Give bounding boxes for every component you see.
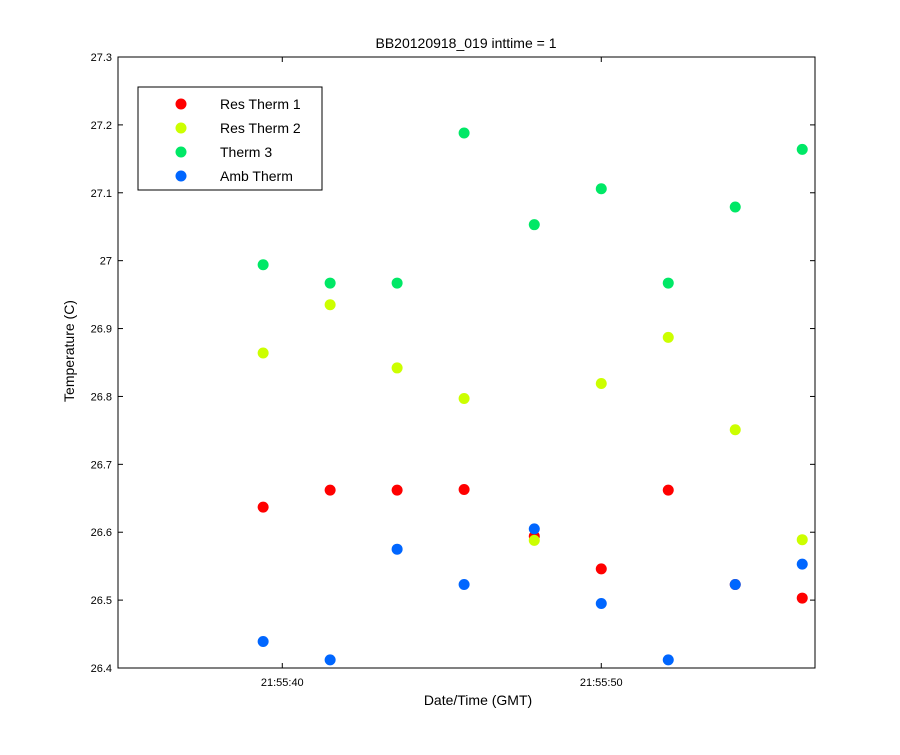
- y-tick-label: 27.3: [91, 52, 112, 64]
- plot-content: [257, 127, 808, 666]
- y-tick-label: 26.9: [91, 324, 112, 336]
- data-point: [257, 636, 269, 648]
- data-point: [324, 277, 336, 289]
- y-axis-ticks: 26.4 26.5 26.6 26.7 26.8 26.9 27 27.1 27.2 27.3: [91, 52, 815, 675]
- data-point: [391, 484, 403, 496]
- series-therm-3: [257, 127, 808, 289]
- data-point: [796, 592, 808, 604]
- data-point: [796, 534, 808, 546]
- y-tick-label: 26.5: [91, 595, 112, 607]
- plot-frame: [117, 56, 816, 669]
- legend-marker: [175, 146, 187, 158]
- data-point: [257, 347, 269, 359]
- chart-title: BB20120918_019 inttime = 1: [376, 35, 557, 51]
- data-point: [662, 484, 674, 496]
- legend-box: [137, 86, 323, 191]
- data-point: [391, 362, 403, 374]
- legend-label: Res Therm 2: [220, 120, 301, 136]
- data-point: [595, 598, 607, 610]
- x-axis-ticks: 21:55:40 21:55:50: [261, 57, 623, 689]
- data-point: [595, 183, 607, 195]
- data-point: [528, 534, 540, 546]
- legend-marker: [175, 122, 187, 134]
- series-amb-therm: [257, 523, 808, 666]
- x-tick-label: 21:55:40: [261, 677, 304, 689]
- data-point: [729, 201, 741, 213]
- data-point: [796, 558, 808, 570]
- x-tick-label: 21:55:50: [580, 677, 623, 689]
- data-point: [595, 378, 607, 390]
- y-tick-label: 26.7: [91, 459, 112, 471]
- data-point: [729, 424, 741, 436]
- x-axis-label: Date/Time (GMT): [424, 692, 532, 708]
- data-point: [391, 543, 403, 555]
- y-tick-label: 27.1: [91, 188, 112, 200]
- legend: Res Therm 1 Res Therm 2 Therm 3 Amb Therm: [137, 86, 323, 191]
- data-point: [257, 259, 269, 271]
- data-point: [528, 219, 540, 231]
- legend-label: Amb Therm: [220, 168, 293, 184]
- y-tick-label: 26.6: [91, 527, 112, 539]
- data-point: [391, 277, 403, 289]
- legend-marker: [175, 170, 187, 182]
- y-tick-label: 27: [100, 256, 112, 268]
- legend-marker: [175, 98, 187, 110]
- data-point: [662, 331, 674, 343]
- data-point: [458, 392, 470, 404]
- y-tick-label: 27.2: [91, 120, 112, 132]
- data-point: [458, 127, 470, 139]
- data-point: [324, 654, 336, 666]
- y-tick-label: 26.8: [91, 391, 112, 403]
- data-point: [324, 484, 336, 496]
- data-point: [324, 299, 336, 311]
- data-point: [796, 143, 808, 155]
- data-point: [528, 523, 540, 535]
- y-tick-label: 26.4: [91, 663, 112, 675]
- series-res-therm-2: [257, 299, 808, 546]
- data-point: [257, 501, 269, 513]
- data-point: [595, 563, 607, 575]
- data-point: [458, 483, 470, 495]
- data-point: [662, 277, 674, 289]
- legend-label: Therm 3: [220, 144, 272, 160]
- data-point: [729, 578, 741, 590]
- data-point: [458, 578, 470, 590]
- legend-label: Res Therm 1: [220, 96, 301, 112]
- y-axis-label: Temperature (C): [61, 300, 77, 402]
- data-point: [662, 654, 674, 666]
